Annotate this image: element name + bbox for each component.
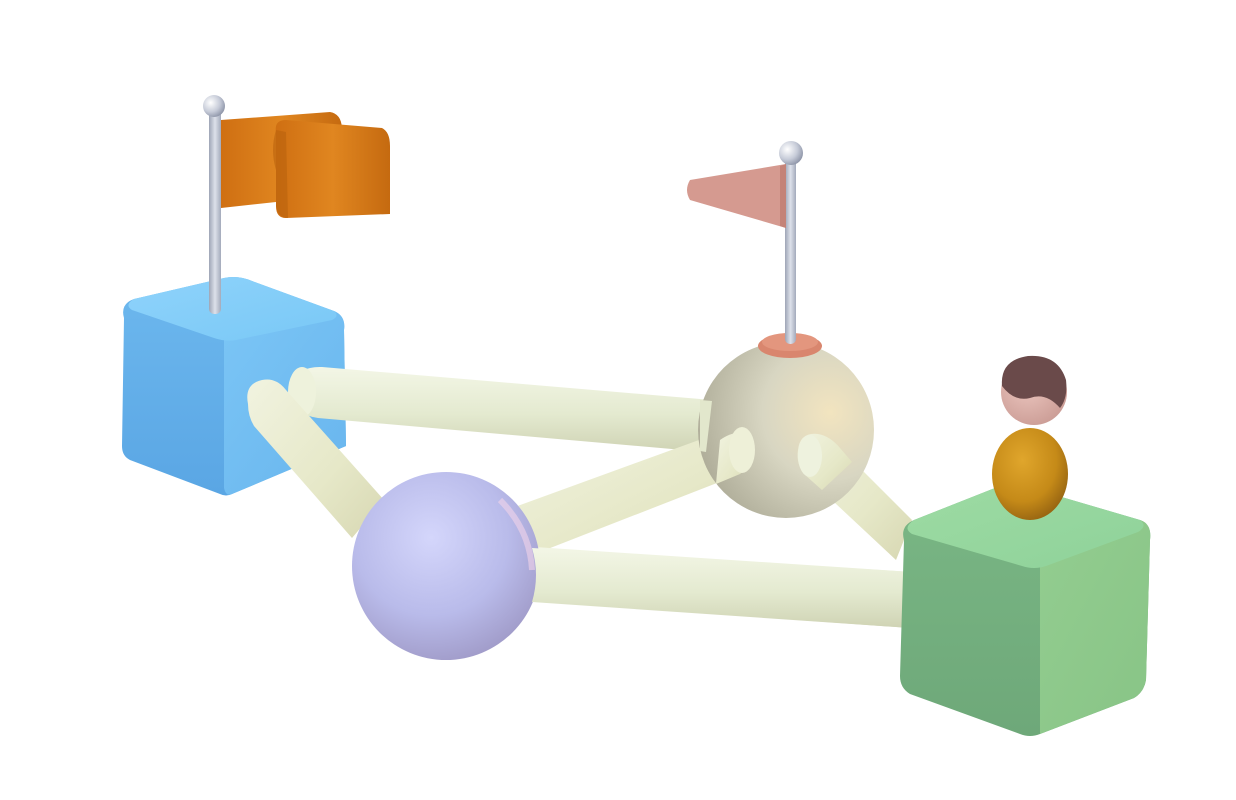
person-hair — [1001, 355, 1067, 408]
pink-flag — [687, 141, 803, 344]
person-body — [992, 428, 1068, 520]
tube-blue-to-beige — [290, 366, 712, 452]
lavender-sphere — [352, 472, 540, 660]
tube-lavender-to-beige — [512, 427, 755, 552]
green-cube — [900, 484, 1151, 736]
orange-flag — [203, 95, 390, 314]
beige-sphere — [698, 342, 874, 518]
tube-blue-to-lavender — [247, 379, 384, 538]
person-figure — [992, 355, 1068, 520]
